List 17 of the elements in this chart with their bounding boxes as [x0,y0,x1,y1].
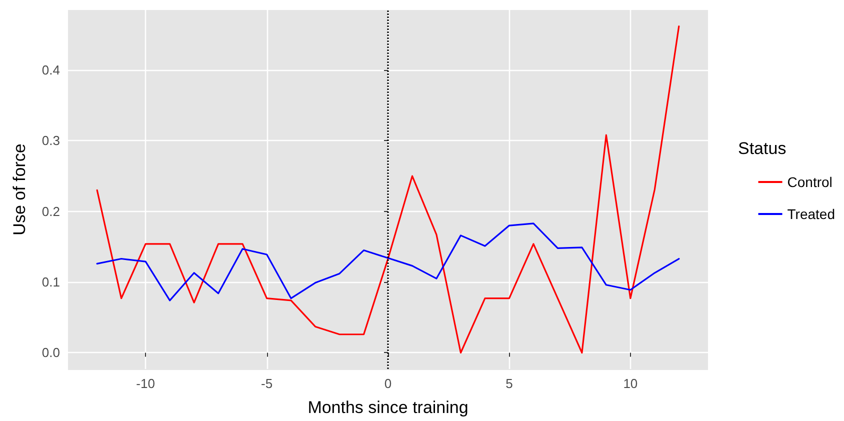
x-axis-title: Months since training [308,398,468,417]
line-series [96,25,680,354]
y-tick-label: 0.1 [42,274,60,290]
y-axis-title: Use of force [10,144,29,236]
x-tick-label: 10 [623,376,638,391]
legend-label: Treated [787,206,836,222]
legend-label: Control [787,174,832,190]
x-tick-label: -10 [136,376,155,391]
y-tick-label: 0.0 [42,345,60,360]
y-tick-label: 0.4 [42,62,60,78]
y-tick-label: 0.2 [42,204,60,219]
x-tick-label: -5 [261,376,273,391]
line-series [96,222,680,302]
x-tick-label: 0 [384,376,392,391]
legend-title: Status [738,139,786,158]
y-tick-label: 0.3 [42,133,60,148]
x-tick-label: 5 [506,376,513,391]
